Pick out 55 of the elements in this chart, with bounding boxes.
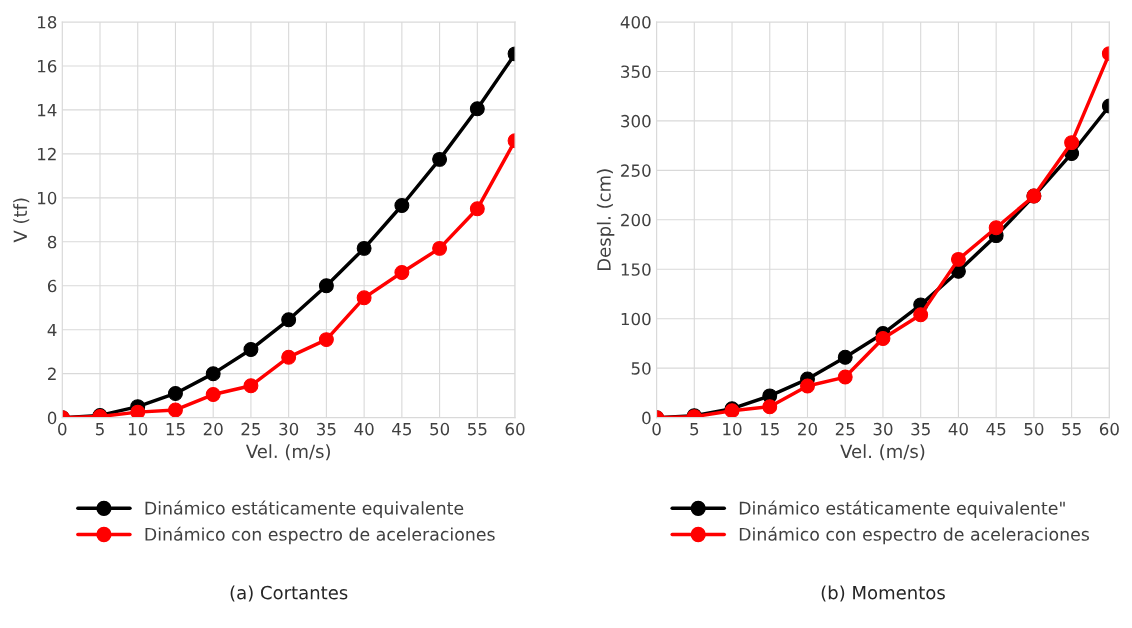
y-tick-label: 12 bbox=[38, 147, 56, 161]
legend-label: Dinámico estáticamente equivalente bbox=[145, 500, 464, 518]
y-axis-title: Despl. (cm) bbox=[596, 169, 615, 271]
x-axis-title: Vel. (m/s) bbox=[245, 444, 330, 461]
x-tick-label: 60 bbox=[505, 422, 525, 436]
y-tick-label: 100 bbox=[621, 312, 651, 326]
y-tick-label: 8 bbox=[47, 235, 57, 249]
y-tick-label: 300 bbox=[621, 114, 651, 128]
x-tick-label: 0 bbox=[58, 422, 67, 436]
x-tick-label: 10 bbox=[723, 422, 742, 436]
y-tick-label: 16 bbox=[38, 59, 57, 73]
x-tick-label: 45 bbox=[392, 422, 412, 436]
y-tick-label: 18 bbox=[38, 15, 57, 29]
legend-label: Dinámico con espectro de aceleraciones bbox=[739, 526, 1090, 545]
y-tick-label: 10 bbox=[38, 191, 57, 205]
x-tick-label: 15 bbox=[760, 422, 779, 436]
x-tick-label: 25 bbox=[835, 422, 855, 436]
y-tick-label: 14 bbox=[38, 104, 57, 117]
x-tick-label: 50 bbox=[1024, 422, 1044, 436]
y-tick-label: 350 bbox=[621, 65, 651, 78]
x-tick-label: 35 bbox=[317, 422, 336, 436]
x-tick-label: 15 bbox=[166, 422, 185, 436]
x-tick-label: 10 bbox=[128, 422, 148, 436]
x-tick-label: 40 bbox=[948, 422, 968, 436]
x-tick-label: 30 bbox=[873, 422, 893, 436]
y-tick-label: 4 bbox=[47, 323, 57, 337]
x-tick-label: 35 bbox=[911, 422, 930, 436]
x-tick-label: 55 bbox=[468, 422, 487, 436]
y-tick-label: 250 bbox=[621, 164, 651, 177]
y-axis-title: V (tf) bbox=[13, 198, 30, 243]
legend-label: Dinámico con espectro de aceleraciones bbox=[145, 526, 495, 545]
x-tick-label: 55 bbox=[1062, 422, 1081, 436]
x-tick-label: 0 bbox=[652, 422, 661, 436]
x-tick-label: 20 bbox=[798, 422, 817, 436]
x-tick-label: 20 bbox=[203, 422, 223, 436]
x-tick-label: 25 bbox=[241, 422, 261, 436]
x-tick-label: 30 bbox=[279, 422, 299, 436]
y-tick-label: 0 bbox=[642, 411, 651, 425]
y-tick-label: 400 bbox=[620, 15, 651, 29]
y-tick-label: 50 bbox=[631, 362, 651, 375]
x-tick-label: 50 bbox=[430, 422, 450, 436]
x-tick-label: 40 bbox=[354, 422, 374, 436]
x-tick-label: 5 bbox=[95, 422, 104, 436]
y-tick-label: 200 bbox=[621, 213, 651, 227]
x-tick-label: 60 bbox=[1099, 422, 1119, 436]
legend-label: Dinámico estáticamente equivalente" bbox=[739, 500, 1065, 518]
y-tick-label: 150 bbox=[621, 263, 651, 276]
x-axis-title: Vel. (m/s) bbox=[840, 444, 925, 461]
x-tick-label: 5 bbox=[690, 422, 699, 436]
y-tick-label: 2 bbox=[48, 367, 56, 380]
y-tick-label: 0 bbox=[47, 411, 57, 425]
text: (a) Cortantes bbox=[230, 585, 348, 602]
x-tick-label: 45 bbox=[986, 422, 1006, 436]
y-tick-label: 6 bbox=[47, 279, 57, 293]
text: (b) Momentos bbox=[821, 585, 945, 602]
